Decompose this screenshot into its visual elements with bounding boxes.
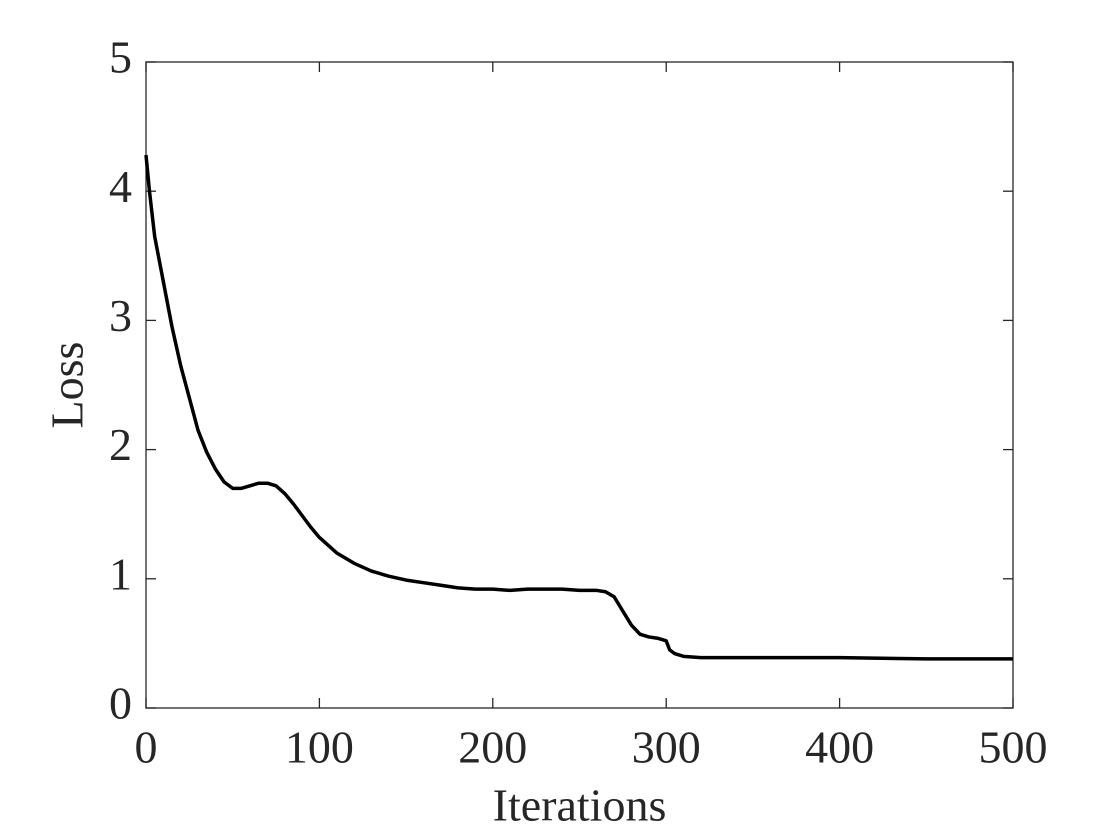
x-tick-label: 300 (632, 722, 701, 773)
y-tick-label: 3 (109, 290, 132, 341)
x-tick-label: 100 (285, 722, 354, 773)
x-tick-label: 400 (805, 722, 874, 773)
x-axis-label: Iterations (493, 780, 667, 831)
x-tick-label: 200 (458, 722, 527, 773)
y-tick-label: 1 (109, 548, 132, 599)
y-axis-label: Loss (42, 342, 93, 429)
y-tick-label: 2 (109, 419, 132, 470)
x-tick-label: 0 (135, 722, 158, 773)
data-line (144, 154, 1013, 661)
y-tick-label: 5 (109, 32, 132, 83)
y-tick-label: 4 (109, 161, 132, 212)
y-tick-label: 0 (109, 678, 132, 729)
plot-frame (145, 61, 1014, 709)
x-tick-label: 500 (979, 722, 1048, 773)
